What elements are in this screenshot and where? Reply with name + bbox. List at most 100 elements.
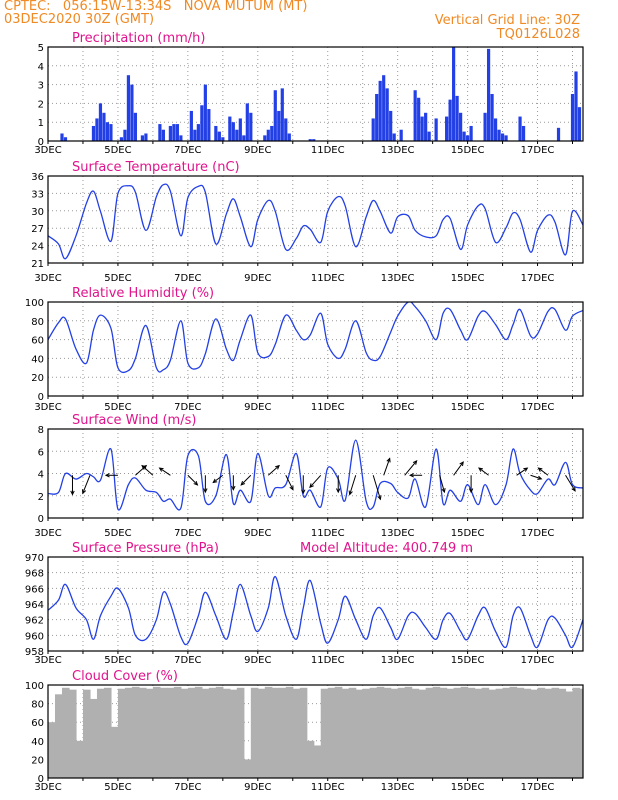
x-tick-label: 17DEC <box>521 782 555 793</box>
x-tick-label: 15DEC <box>451 145 485 156</box>
cloud-cover-bar <box>54 694 63 778</box>
precipitation-bar <box>490 94 494 141</box>
precipitation-bar <box>277 110 281 141</box>
precipitation-bar <box>98 103 103 141</box>
x-tick-label: 5DEC <box>104 145 131 156</box>
wind-vector-shaft <box>141 465 154 476</box>
precipitation-bar <box>123 129 127 141</box>
wind-vector-head <box>193 480 199 486</box>
x-tick-label: 7DEC <box>174 782 201 793</box>
y-tick-label: 60 <box>31 718 44 729</box>
cloud-cover-bar <box>117 688 126 778</box>
panel-title: Cloud Cover (%) <box>72 669 178 684</box>
cloud-cover-bar <box>278 687 287 778</box>
cloud-cover-bar <box>320 688 329 778</box>
cloud-cover-bar <box>516 687 525 778</box>
x-tick-label: 9DEC <box>244 402 271 413</box>
precipitation-bar <box>497 129 501 141</box>
x-tick-label: 3DEC <box>34 782 61 793</box>
x-tick-label: 17DEC <box>521 402 555 413</box>
precipitation-bar <box>452 47 456 141</box>
x-tick-label: 13DEC <box>381 655 415 666</box>
wind-vector-head <box>409 473 414 478</box>
precipitation-bar <box>242 135 246 141</box>
x-tick-label: 5DEC <box>104 655 131 666</box>
cloud-cover-bar <box>264 686 273 778</box>
x-tick-label: 11DEC <box>311 528 345 539</box>
precipitation-bar <box>500 133 505 141</box>
wind-vector-head <box>141 464 147 470</box>
panel-title: Surface Wind (m/s) <box>72 413 196 428</box>
x-tick-label: 3DEC <box>34 655 61 666</box>
cloud-cover-bar <box>215 686 224 778</box>
precipitation-bar <box>287 133 291 141</box>
precipitation-bar <box>238 118 242 141</box>
precipitation-bar <box>133 112 138 141</box>
wind-vector-shaft <box>453 461 464 476</box>
wind-vector-head <box>478 467 484 472</box>
precipitation-bar <box>102 112 106 141</box>
y-tick-label: 968 <box>25 569 44 580</box>
precipitation-bar <box>504 135 508 141</box>
precipitation-bar <box>312 139 316 141</box>
panel-frame <box>47 175 584 264</box>
cloud-cover-bar <box>187 687 196 778</box>
y-tick-label: 960 <box>25 631 44 642</box>
precipitation-bar <box>126 75 131 141</box>
y-tick-label: 33 <box>31 189 44 200</box>
wind-vector-shaft <box>309 474 322 488</box>
cloud-cover-bar <box>292 688 301 778</box>
cloud-cover-bar <box>124 687 133 778</box>
cloud-cover-bar <box>425 687 434 778</box>
precipitation-bar <box>273 90 277 141</box>
x-tick-label: 11DEC <box>311 145 345 156</box>
precipitation-bar <box>196 124 200 141</box>
y-tick-label: 20 <box>31 755 44 766</box>
cloud-cover-bar <box>68 689 77 778</box>
x-tick-label: 15DEC <box>451 782 485 793</box>
cloud-cover-bar <box>551 687 560 778</box>
wind-vector-head <box>309 483 314 489</box>
wind-vector-head <box>336 488 341 494</box>
y-tick-label: 966 <box>25 584 44 595</box>
cloud-cover-bar <box>362 688 371 778</box>
series-line <box>48 575 583 649</box>
x-tick-label: 9DEC <box>244 273 271 284</box>
precipitation-bar <box>179 135 183 141</box>
x-tick-label: 13DEC <box>381 782 415 793</box>
precipitation-bar <box>413 90 417 141</box>
y-tick-label: 0 <box>38 514 44 525</box>
cloud-cover-bar <box>530 689 539 778</box>
cloud-cover-bar <box>208 687 217 778</box>
precipitation-bar <box>486 48 491 141</box>
cloud-cover-bar <box>89 698 98 778</box>
x-tick-label: 11DEC <box>311 402 345 413</box>
precipitation-bar <box>231 122 235 141</box>
precipitation-bar <box>172 124 176 141</box>
cloud-cover-bar <box>334 686 343 778</box>
cloud-cover-bar <box>138 687 147 778</box>
x-tick-label: 3DEC <box>34 528 61 539</box>
precipitation-bar <box>175 124 179 141</box>
cloud-cover-bar <box>376 686 385 778</box>
cloud-cover-bar <box>222 688 231 778</box>
precipitation-bar <box>207 109 211 141</box>
precipitation-bar <box>420 116 424 141</box>
precipitation-bar <box>462 131 466 141</box>
precipitation-bar <box>193 129 197 141</box>
precipitation-bar <box>392 133 396 141</box>
precipitation-bar <box>214 125 218 141</box>
precipitation-bar <box>521 125 526 141</box>
precipitation-bar <box>518 116 522 141</box>
panel-frame <box>47 428 584 519</box>
x-tick-label: 11DEC <box>311 273 345 284</box>
wind-vector-head <box>81 489 87 495</box>
wind-vector-head <box>523 467 529 472</box>
precipitation-bar <box>263 135 267 141</box>
precipitation-bar <box>427 131 431 141</box>
cloud-cover-bar <box>474 688 483 778</box>
precipitation-bar <box>448 99 452 141</box>
wind-vector-head <box>571 486 576 492</box>
cloud-cover-bar <box>229 689 238 778</box>
wind-vector-head <box>231 485 236 491</box>
